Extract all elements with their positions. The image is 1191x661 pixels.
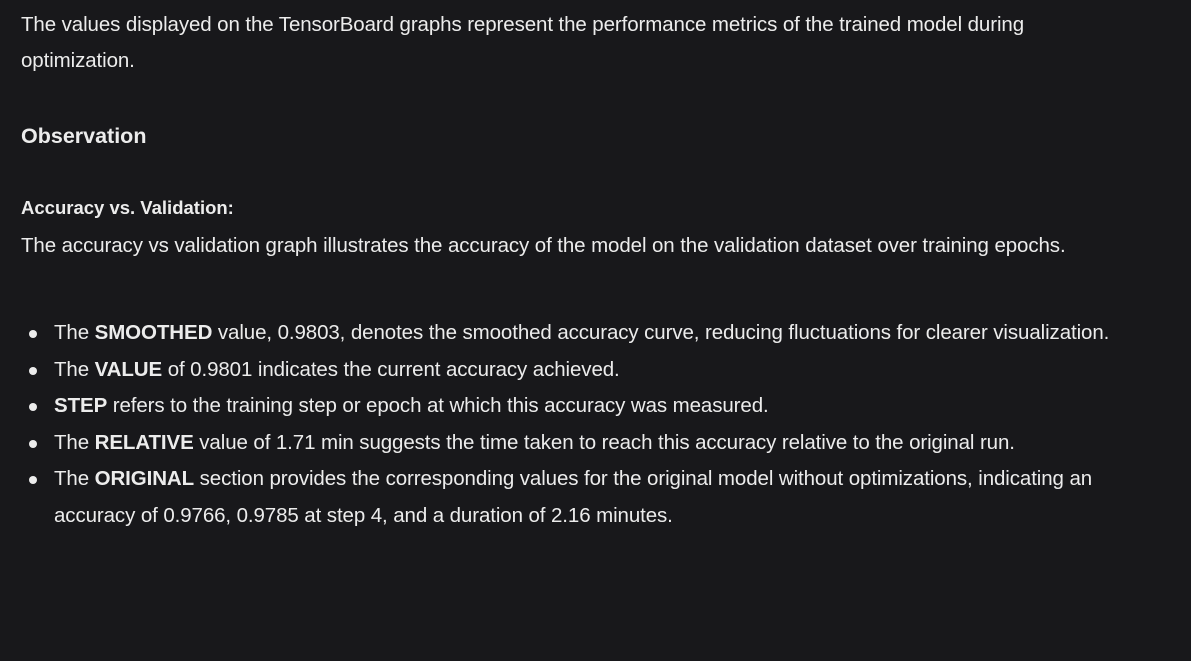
bullet-text-pre: The [54,467,95,490]
bullet-text-post: refers to the training step or epoch at … [107,394,769,417]
list-item: The SMOOTHED value, 0.9803, denotes the … [21,315,1171,352]
bullet-term-step: STEP [54,394,108,417]
intro-paragraph: The values displayed on the TensorBoard … [21,13,1025,72]
bullet-term-original: ORIGINAL [94,467,195,490]
bullet-dot-icon [29,366,37,375]
bullet-text-post: value of 1.71 min suggests the time take… [193,430,1015,454]
bullet-text-post: of 0.9801 indicates the current accuracy… [162,357,620,381]
bullet-term-relative: RELATIVE [94,430,194,454]
bullet-dot-icon [29,476,37,484]
bullet-term-value: VALUE [94,357,163,381]
observation-heading: Observation [21,124,147,148]
list-item: The ORIGINAL section provides the corres… [21,461,1171,534]
bullet-text-post: value, 0.9803, denotes the smoothed accu… [212,321,1110,344]
bullet-text-post: section provides the corresponding value… [54,467,1093,527]
bullet-term-smoothed: SMOOTHED [94,321,213,344]
bullet-dot-icon [29,403,37,411]
bullet-text-pre: The [54,430,95,454]
list-item: STEP refers to the training step or epoc… [21,388,1171,425]
metrics-list: The SMOOTHED value, 0.9803, denotes the … [21,315,1171,534]
list-item: The VALUE of 0.9801 indicates the curren… [21,352,1171,389]
list-item: The RELATIVE value of 1.71 min suggests … [21,425,1171,462]
bullet-dot-icon [29,439,37,448]
accuracy-validation-subheading: Accuracy vs. Validation: [21,197,234,218]
description-paragraph: The accuracy vs validation graph illustr… [21,234,1066,257]
bullet-text-pre: The [54,357,95,381]
bullet-text-pre: The [54,321,95,344]
bullet-dot-icon [29,330,37,338]
